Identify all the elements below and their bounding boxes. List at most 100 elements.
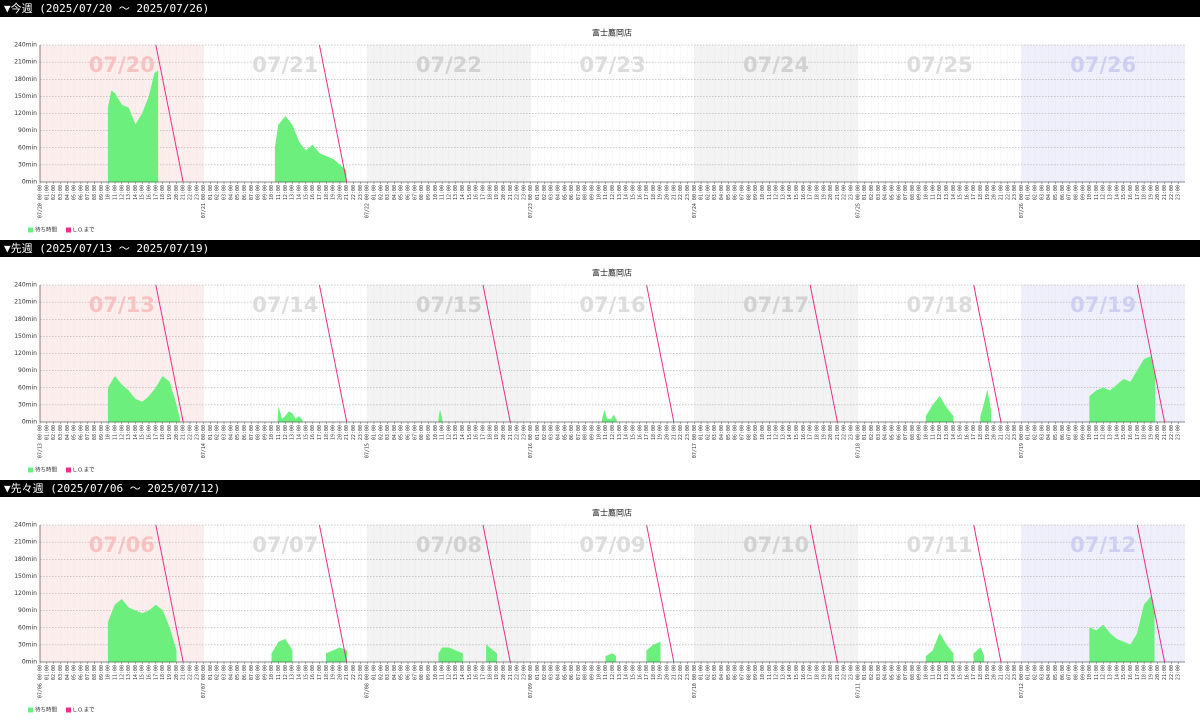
x-tick-label: 21:00	[998, 425, 1004, 440]
legend-label: L.O.まで	[73, 467, 95, 474]
x-tick-label: 06:00	[569, 665, 575, 680]
x-tick-label: 13:00	[944, 185, 950, 200]
x-tick-label: 08:00	[583, 425, 589, 440]
x-tick-label: 22:00	[842, 185, 848, 200]
x-tick-label: 23:00	[521, 665, 527, 680]
x-tick-label: 02:00	[51, 665, 57, 680]
x-tick-label: 01:00	[535, 665, 541, 680]
x-tick-label: 22:00	[187, 665, 193, 680]
day-label: 07/08	[416, 533, 482, 557]
x-tick-label: 11:00	[112, 665, 118, 680]
x-tick-label: 11:00	[112, 425, 118, 440]
x-tick-label: 21:00	[835, 425, 841, 440]
day-label: 07/11	[907, 533, 973, 557]
x-tick-label: 16:00	[474, 665, 480, 680]
x-tick-label: 15:00	[630, 425, 636, 440]
x-tick-label: 03:00	[222, 425, 228, 440]
x-tick-label: 05:00	[399, 425, 405, 440]
x-tick-label: 21:00	[344, 665, 350, 680]
x-tick-label: 16:00	[637, 665, 643, 680]
x-tick-label: 03:00	[549, 185, 555, 200]
day-label: 07/10	[743, 533, 809, 557]
y-tick-label: 180min	[14, 76, 37, 83]
x-tick-label: 15:00	[467, 425, 473, 440]
x-tick-label: 17:00	[644, 185, 650, 200]
x-tick-label: 07:00	[85, 185, 91, 200]
x-tick-label: 19:00	[494, 185, 500, 200]
x-tick-label: 15:00	[467, 185, 473, 200]
x-tick-label: 07:00	[249, 185, 255, 200]
x-tick-label: 08:00	[746, 425, 752, 440]
x-tick-label: 20:00	[337, 425, 343, 440]
x-tick-label: 10:00	[1087, 185, 1093, 200]
x-tick-label: 06:00	[733, 185, 739, 200]
x-tick-label: 01:00	[699, 185, 705, 200]
x-tick-label: 03:00	[1039, 185, 1045, 200]
x-tick-label: 04:00	[65, 425, 71, 440]
x-tick-label: 19:00	[658, 665, 664, 680]
x-tick-label: 23:00	[849, 185, 855, 200]
x-tick-label: 18:00	[651, 185, 657, 200]
x-tick-label: 16:00	[474, 185, 480, 200]
x-tick-label: 04:00	[1046, 185, 1052, 200]
x-tick-label: 11:00	[930, 185, 936, 200]
x-tick-label: 11:00	[1094, 665, 1100, 680]
y-tick-label: 0min	[22, 419, 37, 426]
x-tick-label: 07:00	[1067, 665, 1073, 680]
x-tick-label: 07:00	[903, 185, 909, 200]
x-tick-label: 11:00	[767, 185, 773, 200]
x-tick-label: 09:00	[590, 425, 596, 440]
lo-line	[155, 524, 1166, 663]
x-tick-label: 20:00	[501, 185, 507, 200]
x-tick-label: 19:00	[494, 665, 500, 680]
x-tick-label: 12:00	[283, 665, 289, 680]
x-tick-label: 09:00	[1080, 185, 1086, 200]
x-tick-label: 18:00	[651, 665, 657, 680]
x-tick-label: 07:00	[412, 665, 418, 680]
lo-line	[155, 284, 1166, 423]
x-tick-label: 07:00	[249, 665, 255, 680]
x-tick-label: 01:00	[535, 185, 541, 200]
day-label: 07/19	[1070, 293, 1136, 317]
x-tick-label: 12:00	[1101, 425, 1107, 440]
x-tick-label: 04:00	[65, 185, 71, 200]
x-tick-label: 04:00	[228, 185, 234, 200]
x-tick-label: 12:00	[446, 665, 452, 680]
day-label: 07/13	[89, 293, 155, 317]
x-tick-label: 16:00	[1128, 665, 1134, 680]
x-tick-label: 16:00	[147, 665, 153, 680]
y-tick-label: 180min	[14, 556, 37, 563]
x-tick-label: 06:00	[1060, 665, 1066, 680]
x-tick-label: 20:00	[665, 185, 671, 200]
x-tick-label: 01:00	[371, 425, 377, 440]
x-tick-label: 06:00	[78, 425, 84, 440]
x-tick-label: 12:00	[119, 425, 125, 440]
lo-line	[155, 44, 348, 183]
x-tick-label: 12:00	[610, 665, 616, 680]
x-tick-label: 08:00	[746, 185, 752, 200]
x-tick-label: 17:00	[971, 425, 977, 440]
y-tick-label: 60min	[18, 144, 37, 151]
x-tick-label: 21:00	[508, 665, 514, 680]
day-label: 07/20	[89, 53, 155, 77]
x-tick-label: 07:00	[85, 665, 91, 680]
x-tick-label: 04:00	[883, 425, 889, 440]
x-tick-label: 17:00	[317, 185, 323, 200]
x-tick-label: 16:00	[801, 185, 807, 200]
x-tick-label: 21:00	[508, 425, 514, 440]
x-tick-label: 22:00	[678, 665, 684, 680]
x-tick-label: 09:00	[426, 665, 432, 680]
x-tick-label: 19:00	[985, 665, 991, 680]
x-tick-label: 20:00	[501, 425, 507, 440]
x-tick-label: 22:00	[678, 425, 684, 440]
x-tick-label: 16:00	[637, 185, 643, 200]
x-tick-label: 22:00	[1169, 665, 1175, 680]
x-tick-label: 07:00	[576, 425, 582, 440]
legend-label: 待ち時間	[35, 466, 58, 474]
y-tick-label: 90min	[18, 607, 37, 614]
x-tick-label: 01:00	[44, 425, 50, 440]
chart-title: 富士鷹岡店	[592, 268, 632, 278]
x-tick-label: 14:00	[296, 185, 302, 200]
legend-swatch	[66, 707, 71, 713]
x-tick-label: 17:00	[317, 665, 323, 680]
